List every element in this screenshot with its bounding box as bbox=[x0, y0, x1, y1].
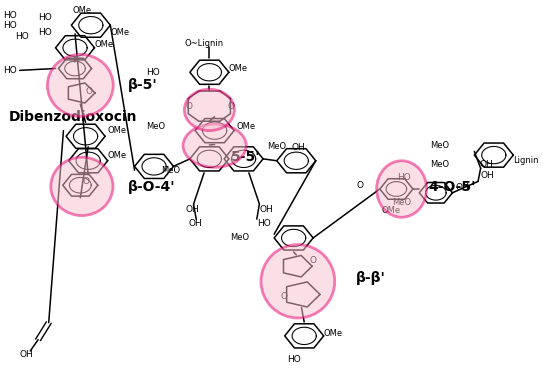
Ellipse shape bbox=[184, 89, 235, 131]
Text: Dibenzodioxocin: Dibenzodioxocin bbox=[9, 110, 138, 124]
Text: 5-5': 5-5' bbox=[230, 150, 260, 164]
Text: O: O bbox=[86, 87, 92, 96]
Text: HO: HO bbox=[287, 355, 300, 364]
Text: β-O-4': β-O-4' bbox=[128, 180, 175, 194]
Text: OH: OH bbox=[20, 350, 34, 359]
Text: OMe: OMe bbox=[108, 150, 127, 160]
Text: OH: OH bbox=[479, 160, 493, 169]
Text: β-5': β-5' bbox=[128, 78, 157, 93]
Text: O: O bbox=[186, 102, 193, 111]
Ellipse shape bbox=[51, 157, 113, 215]
Ellipse shape bbox=[47, 54, 113, 116]
Text: MeO: MeO bbox=[431, 160, 450, 169]
Text: MeO: MeO bbox=[230, 234, 249, 242]
Text: OH: OH bbox=[188, 219, 202, 228]
Text: OMe: OMe bbox=[94, 40, 113, 48]
Text: MeO: MeO bbox=[146, 122, 165, 132]
Text: O: O bbox=[310, 256, 317, 265]
Text: O: O bbox=[228, 102, 235, 111]
Text: MeO: MeO bbox=[267, 143, 287, 151]
Text: 4-O-5': 4-O-5' bbox=[428, 180, 476, 194]
Text: MeO: MeO bbox=[431, 141, 450, 150]
Ellipse shape bbox=[261, 245, 334, 318]
Text: O: O bbox=[83, 177, 90, 186]
Text: HO: HO bbox=[257, 219, 270, 228]
Ellipse shape bbox=[377, 161, 427, 217]
Text: OMe: OMe bbox=[229, 64, 248, 73]
Text: OH: OH bbox=[186, 205, 199, 214]
Text: OMe: OMe bbox=[110, 28, 129, 37]
Text: HO: HO bbox=[146, 68, 160, 77]
Text: O: O bbox=[281, 292, 287, 301]
Text: OMe: OMe bbox=[237, 122, 256, 132]
Text: MeO: MeO bbox=[161, 166, 180, 175]
Text: HO: HO bbox=[15, 32, 29, 41]
Text: HO: HO bbox=[3, 66, 17, 75]
Text: OH: OH bbox=[456, 183, 469, 192]
Text: HO: HO bbox=[3, 21, 17, 30]
Text: β-β': β-β' bbox=[356, 271, 386, 285]
Ellipse shape bbox=[183, 124, 246, 167]
Text: OH: OH bbox=[260, 205, 273, 214]
Text: OMe: OMe bbox=[72, 6, 92, 15]
Text: O: O bbox=[357, 181, 364, 190]
Text: OH: OH bbox=[291, 143, 305, 152]
Text: HO: HO bbox=[3, 11, 17, 20]
Text: OMe: OMe bbox=[324, 330, 343, 338]
Text: O~Lignin: O~Lignin bbox=[185, 39, 224, 48]
Text: MeO: MeO bbox=[392, 198, 411, 207]
Text: OMe: OMe bbox=[382, 206, 401, 215]
Text: HO: HO bbox=[38, 28, 52, 37]
Text: HO: HO bbox=[38, 13, 52, 22]
Text: OH: OH bbox=[481, 171, 494, 180]
Text: OMe: OMe bbox=[108, 126, 127, 135]
Text: HO: HO bbox=[397, 173, 411, 182]
Text: Lignin: Lignin bbox=[513, 156, 539, 165]
